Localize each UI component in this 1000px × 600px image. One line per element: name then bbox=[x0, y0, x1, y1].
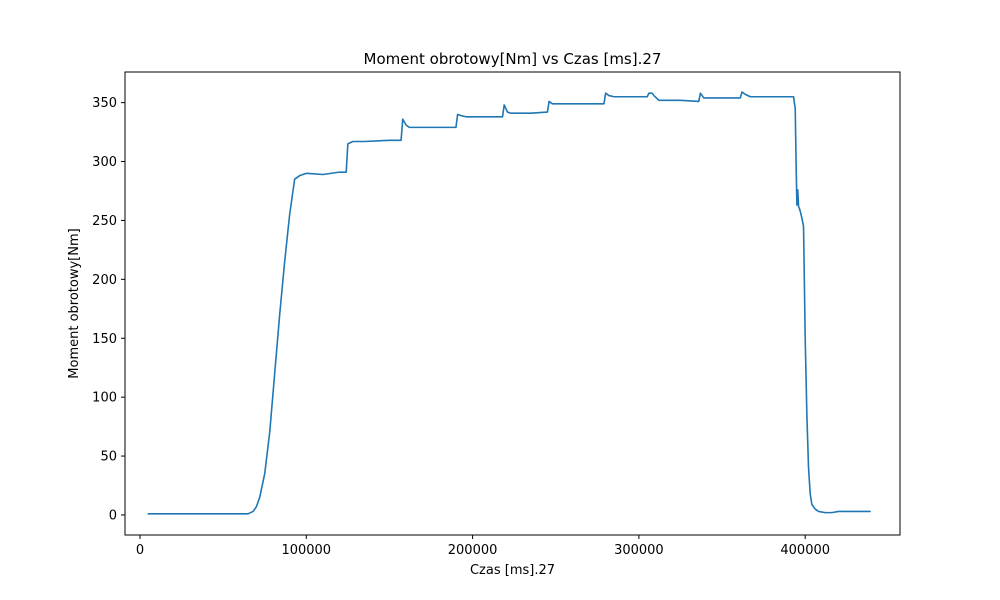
y-axis-label: Moment obrotowy[Nm] bbox=[67, 228, 82, 378]
x-tick-label: 0 bbox=[136, 543, 144, 558]
x-tick-label: 400000 bbox=[780, 543, 830, 558]
x-tick-label: 300000 bbox=[614, 543, 664, 558]
y-tick-label: 350 bbox=[92, 96, 117, 111]
y-axis: 0 50 100 150 200 250 300 350 bbox=[92, 96, 125, 523]
y-tick-label: 150 bbox=[92, 332, 117, 347]
y-tick-label: 250 bbox=[92, 214, 117, 229]
plot-area: 0 100000 200000 300000 400000 0 50 100 150 200 25… bbox=[92, 71, 901, 558]
y-tick-label: 200 bbox=[92, 273, 117, 288]
chart-title: Moment obrotowy[Nm] vs Czas [ms].27 bbox=[364, 50, 662, 68]
y-tick-label: 300 bbox=[92, 155, 117, 170]
x-axis: 0 100000 200000 300000 400000 bbox=[136, 535, 830, 558]
y-tick-label: 100 bbox=[92, 391, 117, 406]
y-tick-label: 50 bbox=[100, 450, 117, 465]
x-tick-label: 100000 bbox=[281, 543, 331, 558]
x-tick-label: 200000 bbox=[448, 543, 498, 558]
series-line bbox=[147, 91, 871, 515]
x-axis-label: Czas [ms].27 bbox=[470, 563, 555, 578]
y-tick-label: 0 bbox=[109, 508, 117, 523]
plot-frame bbox=[124, 71, 901, 536]
